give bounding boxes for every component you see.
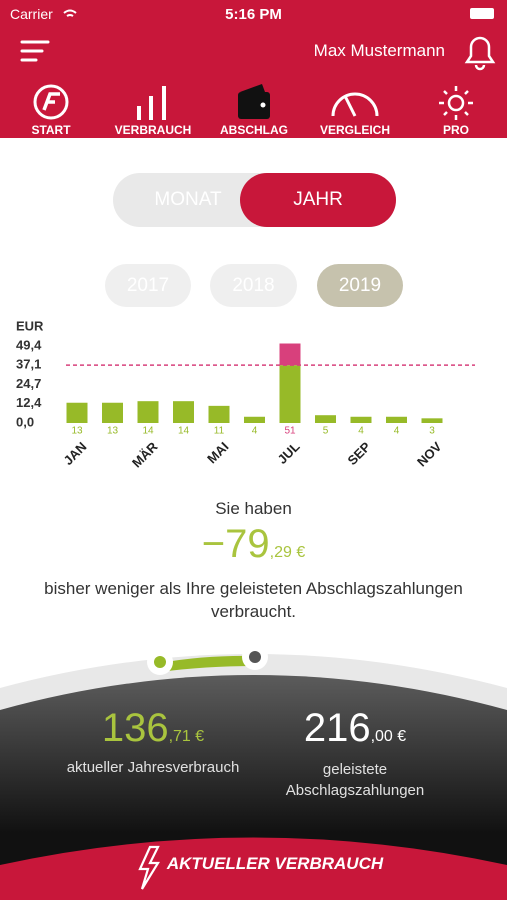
bar-over-reference [279,343,301,366]
toggle-option[interactable]: MONAT [154,189,222,210]
value-label: 51 [284,426,296,437]
bar [350,416,372,423]
value-label: 4 [394,426,400,437]
y-tick-label: 49,4 [16,337,42,352]
bar [244,416,265,423]
y-tick-label: 37,1 [16,357,41,372]
bar [279,365,301,423]
nav-item[interactable]: ABSCHLAG [220,123,288,137]
year-button-active[interactable]: 2019 [317,264,403,307]
user-name: Max Mustermann [313,41,445,60]
bottom-button[interactable] [0,837,507,900]
consumption-label: aktueller Jahresverbrauch [66,759,240,776]
bottom-button-label[interactable]: AKTUELLER VERBRAUCH [166,854,384,873]
y-tick-label: 0,0 [16,414,34,429]
bar [66,402,88,423]
value-label: 4 [358,426,364,437]
year-button[interactable]: 2017 [105,264,191,307]
consumption-amount: 136,71 € [60,706,246,751]
value-label: 3 [429,426,435,437]
amount-decimals: ,71 € [168,728,205,745]
x-tick-label: JUL [275,439,303,467]
x-tick-label: JAN [61,439,90,468]
amount: −79 [201,522,270,566]
value-label: 14 [142,426,154,437]
nav-item[interactable]: START [31,123,71,137]
bar [315,415,336,423]
gauge [0,644,507,900]
amount: 136 [101,706,169,750]
year-button[interactable]: 2018 [210,264,297,307]
x-tick-label: NOV [414,439,445,470]
summary-amount: −79,29 € [0,522,507,567]
y-tick-label: 24,7 [16,376,41,391]
bar [421,418,443,423]
time: 5:16 PM [225,6,282,23]
bar [208,405,230,423]
bell-icon[interactable] [464,36,496,71]
amount-decimals: ,00 € [370,728,407,745]
payments-amount: 216,00 € [262,706,448,751]
x-tick-label: MAI [204,439,231,466]
bar [386,416,407,423]
nav-item[interactable]: VERGLEICH [319,123,390,137]
value-label: 14 [178,426,190,437]
payments-label: geleistete Abschlagszahlungen [285,761,425,799]
toggle-option-active[interactable]: JAHR [240,173,396,227]
bar [137,401,159,423]
value-label: 4 [252,426,258,437]
carrier: Carrier [10,6,53,22]
value-label: 11 [214,426,225,437]
amount-decimals: ,29 € [269,544,306,561]
value-label: 13 [71,426,83,437]
summary-intro: Sie haben [215,499,292,518]
bar [173,401,194,423]
menu-icon[interactable] [20,40,50,62]
bar [102,402,123,423]
y-tick-label: 12,4 [16,395,42,410]
x-tick-label: MÄR [129,439,161,471]
nav-item[interactable]: VERBRAUCH [114,123,192,137]
y-axis-label: EUR [16,318,44,333]
x-tick-label: SEP [345,439,374,468]
nav-item[interactable]: PRO [442,123,469,137]
amount: 216 [303,706,371,750]
chart: EUR 0,0 12,4 24,7 37,1 49,4 13 JAN 13 14 MÄR 14 11 M… [16,318,475,471]
value-label: 13 [107,426,119,437]
value-label: 5 [323,426,329,437]
header-icons [20,8,496,120]
summary-text: bisher weniger als Ihre geleisteten Absc… [44,579,463,621]
